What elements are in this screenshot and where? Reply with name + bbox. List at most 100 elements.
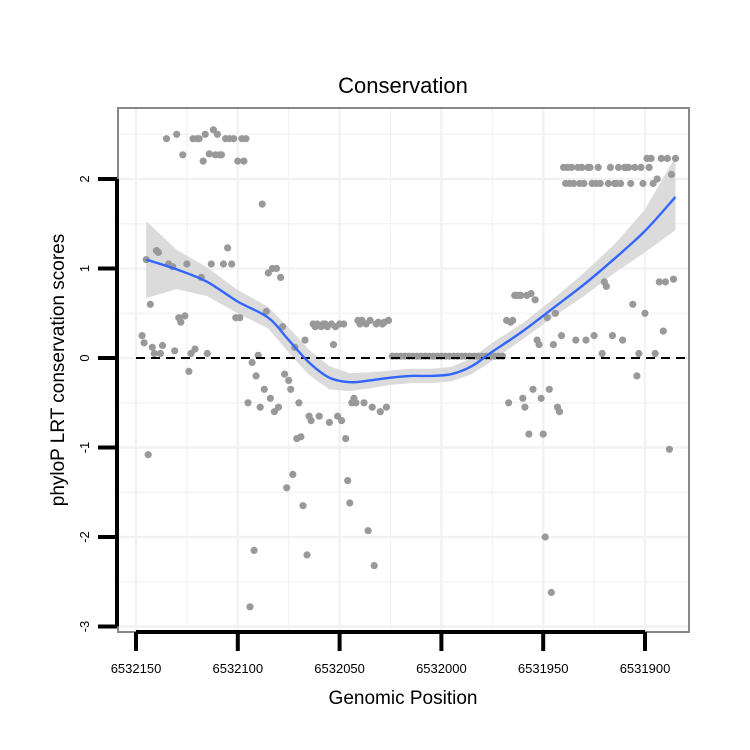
- data-point: [281, 370, 289, 378]
- data-point: [256, 403, 264, 411]
- data-point: [663, 154, 672, 162]
- data-point: [246, 603, 254, 611]
- data-point: [651, 349, 659, 358]
- x-tick-label: 6531950: [518, 661, 569, 676]
- data-point: [240, 157, 248, 165]
- data-point: [195, 135, 203, 143]
- data-point: [549, 341, 558, 349]
- x-tick-label: 6532050: [314, 661, 365, 676]
- data-point: [641, 309, 649, 317]
- data-point: [201, 130, 209, 138]
- data-point: [669, 275, 678, 283]
- y-tick-label: -2: [77, 531, 92, 543]
- data-point: [604, 179, 613, 188]
- data-point: [329, 341, 338, 349]
- data-point: [671, 154, 680, 162]
- data-point: [627, 179, 635, 188]
- data-point: [342, 435, 350, 443]
- confidence-band: [146, 156, 676, 392]
- data-point: [586, 163, 594, 171]
- data-point: [606, 163, 615, 171]
- x-tick-label: 6531900: [620, 661, 671, 676]
- data-point: [150, 349, 158, 358]
- data-point: [199, 157, 207, 165]
- data-point: [384, 316, 393, 324]
- data-point: [619, 336, 627, 344]
- data-point: [138, 332, 146, 340]
- data-point: [635, 349, 643, 358]
- data-point: [580, 179, 588, 188]
- data-point: [368, 403, 376, 411]
- y-tick-label: -3: [77, 621, 92, 633]
- data-point: [352, 399, 360, 407]
- data-point: [301, 336, 309, 344]
- data-point: [181, 312, 189, 320]
- smooth-line: [145, 196, 677, 384]
- data-point: [659, 327, 667, 335]
- x-axis-label: Genomic Position: [329, 688, 478, 709]
- data-point: [639, 179, 647, 188]
- data-point: [299, 502, 307, 510]
- data-point: [158, 341, 167, 350]
- data-point: [140, 339, 148, 347]
- data-point: [236, 314, 244, 322]
- data-point: [602, 282, 610, 290]
- data-point: [582, 336, 590, 344]
- y-axis: -3 -2 -1 0 1 2: [77, 175, 119, 633]
- data-point: [570, 179, 578, 188]
- y-tick-label: 0: [77, 354, 92, 361]
- data-point: [657, 154, 665, 162]
- data-point: [266, 394, 274, 402]
- data-point: [303, 551, 311, 559]
- x-tick-label: 6532000: [416, 661, 467, 676]
- x-tick-label: 6532150: [111, 661, 162, 676]
- data-point: [248, 358, 256, 367]
- data-point: [529, 385, 537, 393]
- data-point: [572, 336, 580, 344]
- data-point: [258, 200, 266, 208]
- data-point: [156, 349, 164, 358]
- data-point: [617, 179, 625, 188]
- data-point: [568, 163, 576, 171]
- data-point: [521, 403, 529, 411]
- data-point: [637, 163, 645, 171]
- data-point: [287, 385, 295, 393]
- chart-title: Conservation: [338, 73, 468, 98]
- data-point: [183, 260, 191, 268]
- data-point: [260, 385, 268, 393]
- data-point: [594, 163, 602, 171]
- data-point: [315, 412, 323, 420]
- data-point: [645, 163, 653, 171]
- data-point: [366, 316, 374, 324]
- data-point: [224, 244, 232, 252]
- data-point: [289, 470, 297, 478]
- data-point: [274, 403, 283, 411]
- data-point: [517, 291, 525, 299]
- data-point: [244, 399, 252, 407]
- data-point: [191, 345, 199, 353]
- data-point: [598, 349, 606, 358]
- data-point: [179, 151, 187, 159]
- data-point: [219, 260, 228, 268]
- data-point: [625, 163, 633, 171]
- data-point: [277, 273, 285, 281]
- data-point: [543, 314, 551, 322]
- data-point: [578, 163, 586, 171]
- data-point: [262, 307, 270, 316]
- data-point: [283, 484, 291, 492]
- data-point: [173, 130, 181, 138]
- data-point: [631, 163, 639, 171]
- data-point: [295, 399, 303, 407]
- data-point: [505, 399, 513, 407]
- data-point: [555, 408, 564, 416]
- data-point: [171, 347, 179, 355]
- x-axis: 6532150 6532100 6532050 6532000 6531950 65319…: [111, 630, 671, 676]
- data-point: [344, 477, 352, 485]
- data-point: [285, 376, 293, 384]
- data-point: [364, 527, 372, 535]
- data-point: [146, 300, 154, 308]
- data-point: [185, 367, 193, 375]
- data-point: [228, 260, 236, 268]
- data-point: [557, 332, 566, 340]
